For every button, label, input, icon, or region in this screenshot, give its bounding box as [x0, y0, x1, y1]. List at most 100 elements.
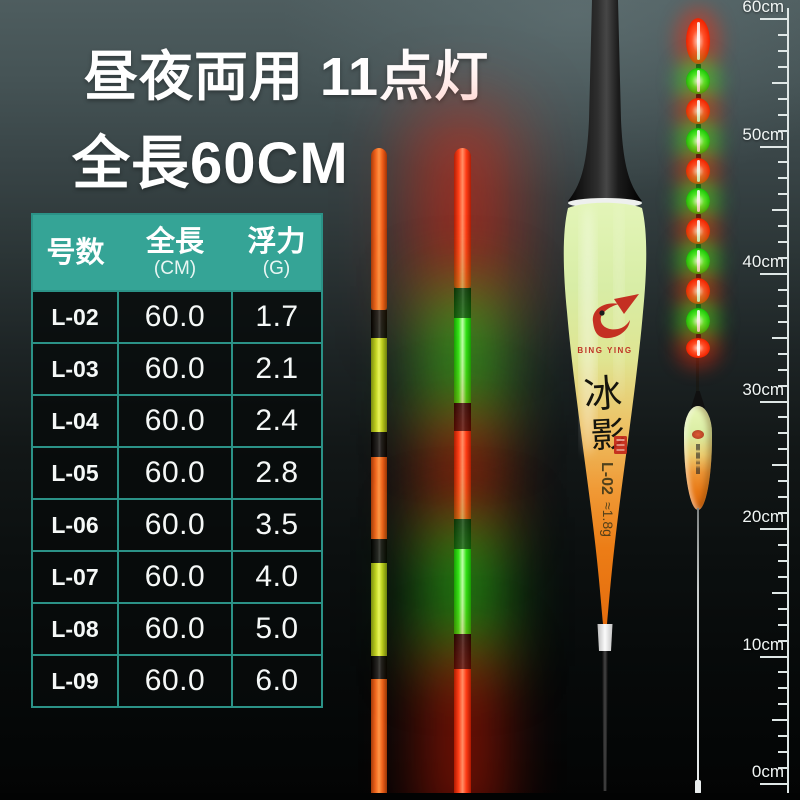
spec-row: L-06 60.0 3.5	[31, 498, 323, 552]
float-tail-day	[371, 148, 387, 800]
ruler-tick	[778, 225, 787, 228]
ruler-tick	[778, 257, 787, 260]
ruler-tick	[760, 400, 787, 403]
buoyancy-cell: 5.0	[231, 602, 323, 656]
ruler-tick	[778, 320, 787, 323]
length-cell: 60.0	[117, 602, 233, 656]
buoyancy-cell: 4.0	[231, 550, 323, 604]
dot-separator	[696, 124, 701, 129]
light-dot-green	[686, 308, 710, 334]
buoyancy-cell: 2.1	[231, 342, 323, 396]
ruler-tick	[760, 145, 787, 148]
spec-table-body: L-02 60.0 1.7 L-03 60.0 2.1 L-04 60.0 2.4 L-05 60.…	[31, 290, 323, 708]
col-unit: (CM)	[153, 257, 197, 279]
spec-table: 号数 全長 (CM) 浮力 (G) L-02 60.0 1.7 L-03 60.0 2.1…	[31, 213, 323, 708]
model-cell: L-06	[31, 498, 119, 552]
light-dot-core	[696, 100, 700, 122]
main-float: BING YING 冰 影 L-02 ≈1.8g	[563, 0, 647, 791]
light-dot-core	[696, 130, 700, 152]
ruler-label: 60cm	[742, 0, 784, 16]
light-dot-core	[696, 339, 700, 357]
light-dot-core	[696, 250, 700, 272]
ruler-tick	[778, 368, 787, 371]
ruler-tick	[778, 448, 787, 451]
ruler-tick	[778, 288, 787, 291]
ruler-tick	[778, 735, 787, 738]
light-dot-red	[686, 218, 710, 244]
ruler-tick	[778, 575, 787, 578]
ruler-tick	[772, 591, 787, 594]
headline-line1: 昼夜両用 11点灯	[84, 47, 490, 107]
col-unit: (G)	[262, 257, 291, 279]
ruler-tick	[778, 480, 787, 483]
dot-separator	[696, 274, 701, 279]
ruler-tick	[760, 528, 787, 530]
col-label: 号数	[46, 236, 105, 269]
dot-separator	[696, 244, 701, 249]
mini-float-logo-icon	[692, 430, 704, 439]
tail-segment-orange	[371, 148, 387, 310]
ruler-label: 40cm	[742, 252, 784, 271]
ruler-tick	[778, 97, 787, 100]
light-dot-red	[686, 338, 710, 358]
ruler-tick	[772, 81, 787, 84]
ruler-tick	[778, 65, 787, 68]
tail-segment-black	[371, 310, 387, 338]
spec-row: L-03 60.0 2.1	[31, 342, 323, 396]
tail-segment-black	[454, 403, 471, 431]
ruler-tick	[778, 416, 787, 419]
dot-separator	[696, 184, 701, 189]
length-cell: 60.0	[117, 446, 233, 500]
spec-row: L-07 60.0 4.0	[31, 550, 323, 604]
ruler-tick	[760, 273, 787, 275]
ruler-label: 20cm	[742, 507, 784, 526]
buoyancy-cell: 2.8	[231, 446, 323, 500]
buoyancy-cell: 2.4	[231, 394, 323, 448]
brand-logo-text: BING YING	[577, 346, 632, 355]
mini-float-keel	[697, 508, 699, 782]
light-dot-core	[696, 160, 700, 182]
tail-segment-black	[454, 288, 471, 318]
length-cell: 60.0	[117, 342, 233, 396]
ruler-tick	[778, 384, 787, 387]
ruler-tick	[778, 639, 787, 642]
col-label: 浮力	[247, 225, 306, 258]
tail-segment-black	[371, 656, 387, 679]
ruler-tick	[778, 496, 787, 499]
ruler-tick	[778, 751, 787, 754]
light-dot-core	[696, 190, 700, 212]
headline-line2: 全長60CM	[72, 131, 349, 196]
mini-float-keel-tip	[695, 780, 701, 794]
ruler-line	[787, 8, 789, 794]
ruler-tick	[778, 687, 787, 690]
dot-separator	[696, 334, 701, 339]
ruler-tick	[778, 767, 787, 770]
float-weight-label: ≈1.8g	[600, 502, 616, 537]
light-dot-red	[686, 278, 710, 304]
model-cell: L-07	[31, 550, 119, 604]
main-float-antenna	[568, 0, 642, 201]
model-cell: L-09	[31, 654, 119, 708]
dot-separator	[696, 214, 701, 219]
tail-segment-yellow	[371, 338, 387, 432]
tail-segment-red	[454, 669, 471, 800]
ruler-tick	[778, 607, 787, 610]
light-dot-green	[686, 128, 710, 154]
ruler-tick	[772, 719, 787, 722]
tail-segment-red	[454, 148, 471, 288]
model-cell: L-04	[31, 394, 119, 448]
buoyancy-cell: 3.5	[231, 498, 323, 552]
ruler-tick	[772, 209, 787, 212]
ruler-label: 0cm	[751, 762, 784, 781]
length-cell: 60.0	[117, 550, 233, 604]
ruler-tick	[778, 33, 787, 36]
light-dot-core	[696, 280, 700, 302]
ruler-tick	[778, 193, 787, 196]
ruler-tick	[778, 177, 787, 180]
ruler-tick	[778, 623, 787, 626]
ruler-tick	[778, 304, 787, 307]
light-dot-core	[696, 220, 700, 242]
ruler-tick	[778, 129, 787, 132]
dot-separator	[696, 64, 701, 69]
